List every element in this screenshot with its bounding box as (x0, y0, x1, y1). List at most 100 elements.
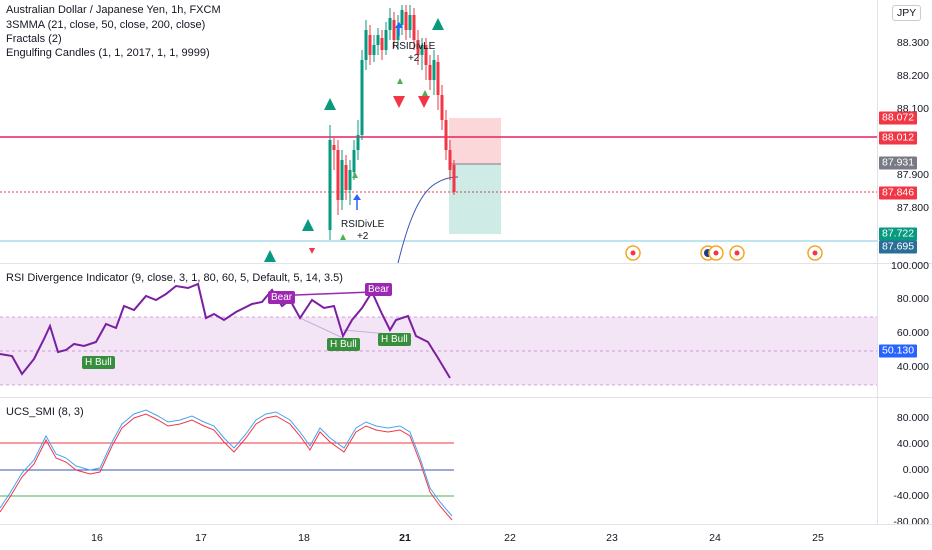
price-tag-target: 87.722 (879, 227, 918, 241)
time-label: 24 (709, 532, 721, 544)
currency-button[interactable]: JPY (892, 5, 922, 21)
rsi-label-hbull: H Bull (82, 356, 115, 369)
fractal-down-marker (418, 96, 430, 108)
price-pane[interactable]: Australian Dollar / Japanese Yen, 1h, FX… (0, 0, 877, 263)
price-chart[interactable] (0, 0, 877, 263)
candle-body (448, 150, 452, 170)
candle-body (420, 45, 424, 55)
time-label: 17 (195, 532, 207, 544)
smi-pane[interactable]: UCS_SMI (8, 3) (0, 398, 877, 524)
candle-body (416, 40, 420, 55)
annotation-sub: +2 (356, 231, 369, 242)
time-label: 16 (91, 532, 103, 544)
candle-body (376, 35, 380, 45)
fractal-up-marker (324, 98, 336, 110)
candle-body (348, 170, 352, 190)
indicator-legend-engulfing[interactable]: Engulfing Candles (1, 1, 2017, 1, 1, 999… (6, 47, 210, 59)
smi-tick: -80.000 (893, 516, 929, 528)
rsidiv-annotation: RSIDivLE +2 (392, 41, 435, 65)
bull-divergence-line (299, 317, 344, 339)
price-tick: 88.200 (896, 70, 929, 82)
rsi-label-bear: Bear (268, 291, 296, 304)
time-label: 18 (298, 532, 310, 544)
candle-body (396, 25, 400, 40)
candle-body (360, 60, 364, 135)
candle-body (336, 150, 340, 200)
rsi-arrow-head (395, 22, 403, 28)
annotation-label: RSIDivLE (392, 41, 436, 52)
time-label: 23 (606, 532, 618, 544)
candle-body (452, 165, 456, 192)
candle-body (340, 160, 344, 200)
smi-line (0, 409, 453, 517)
rsi-value-tag: 50.130 (879, 344, 918, 358)
time-axis-separator (0, 524, 932, 525)
pane-separator[interactable] (0, 397, 932, 398)
rsi-label-hbull: H Bull (378, 333, 411, 346)
candles (328, 5, 456, 240)
candle-body (444, 120, 448, 150)
indicator-legend-fractals[interactable]: Fractals (2) (6, 33, 62, 45)
price-tick: 88.300 (896, 37, 929, 49)
price-tag-support: 87.695 (879, 240, 918, 254)
fractal-up-marker (432, 18, 444, 30)
rsi-tick: 80.000 (896, 293, 929, 305)
candle-body (412, 15, 416, 40)
rsi-arrow-head (353, 194, 361, 200)
rsi-tick: 100.000 (891, 260, 929, 272)
candle-body (356, 135, 360, 150)
candle-body (388, 18, 392, 30)
smi-tick: -40.000 (893, 490, 929, 502)
price-tick: 87.900 (896, 169, 929, 181)
candle-body (400, 10, 404, 25)
candle-body (408, 15, 412, 30)
target-zone (449, 164, 501, 234)
annotation-label: RSIDivLE (341, 219, 385, 230)
rsi-tick: 60.000 (896, 327, 929, 339)
indicator-legend-smma[interactable]: 3SMMA (21, close, 50, close, 200, close) (6, 19, 206, 31)
fractal-up-marker (302, 219, 314, 231)
fractal-up-marker (264, 250, 276, 262)
candle-body (440, 95, 444, 120)
engulf-up-marker (422, 90, 428, 96)
candle-body (424, 45, 428, 65)
time-label: 21 (399, 532, 411, 544)
rsi-pane[interactable]: RSI Divergence Indicator (9, close, 3, 1… (0, 264, 877, 397)
rsi-tick: 40.000 (896, 361, 929, 373)
price-axis[interactable]: 88.300 88.200 88.100 87.900 87.800 88.07… (877, 0, 932, 263)
rsi-label-hbull: H Bull (327, 338, 360, 351)
chart-title[interactable]: Australian Dollar / Japanese Yen, 1h, FX… (6, 4, 221, 16)
candle-body (368, 35, 372, 55)
candle-body (384, 30, 388, 50)
candle-body (432, 60, 436, 80)
time-axis[interactable]: 16 17 18 21 22 23 24 25 (0, 525, 877, 550)
price-tick: 87.800 (896, 202, 929, 214)
smi-signal-line (0, 413, 453, 521)
annotation-sub: +2 (407, 53, 420, 64)
price-tag-last: 87.846 (879, 186, 918, 200)
candle-body (392, 20, 396, 40)
rsi-label-bear: Bear (365, 283, 393, 296)
smma-line (397, 176, 459, 263)
candle-body (436, 62, 440, 95)
smi-tick: 0.000 (902, 464, 929, 476)
candle-body (372, 45, 376, 55)
time-label: 25 (812, 532, 824, 544)
candle-body (332, 145, 336, 150)
rsi-band (0, 317, 877, 385)
rsi-axis[interactable]: 100.000 80.000 60.000 40.000 50.130 (877, 260, 932, 397)
smi-axis[interactable]: 80.000 40.000 0.000 -40.000 -80.000 (877, 398, 932, 528)
stop-zone (449, 118, 501, 164)
pane-separator[interactable] (0, 263, 932, 264)
engulf-down-marker (309, 248, 315, 254)
price-tag-resistance: 88.012 (879, 131, 918, 145)
smi-tick: 40.000 (896, 438, 929, 450)
smi-chart[interactable] (0, 398, 877, 524)
event-markers (625, 245, 823, 261)
engulf-up-marker (340, 234, 346, 240)
engulf-up-marker (397, 78, 403, 84)
candle-body (352, 150, 356, 172)
rsi-legend[interactable]: RSI Divergence Indicator (9, close, 3, 1… (6, 272, 343, 284)
rsidiv-annotation: RSIDivLE +2 (341, 219, 384, 243)
smi-legend[interactable]: UCS_SMI (8, 3) (6, 406, 84, 418)
